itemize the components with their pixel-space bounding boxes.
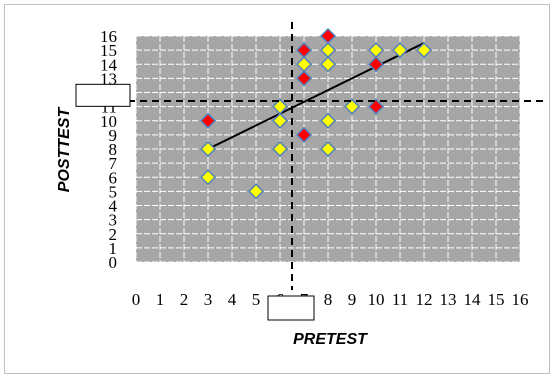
red-diamond-point (295, 42, 313, 59)
reference-lines (128, 22, 548, 290)
x-tick-label: 5 (252, 290, 261, 309)
trendline (207, 42, 425, 150)
red-diamond-point (199, 112, 217, 129)
x-axis-title: PRETEST (293, 331, 368, 348)
x-tick-label: 13 (440, 290, 457, 309)
y-tick-label: 6 (109, 168, 118, 187)
y-tick-label: 13 (100, 69, 117, 88)
y-tick-label: 0 (109, 253, 118, 272)
x-tick-label: 4 (228, 290, 237, 309)
yellow-diamond-point (271, 140, 289, 158)
y-tick-label: 5 (109, 182, 118, 201)
y-mean-label-box (75, 83, 131, 107)
yellow-diamond-point (199, 140, 217, 158)
red-diamond-point (295, 70, 313, 87)
y-tick-label: 3 (109, 211, 118, 230)
x-mean-label-box (267, 295, 315, 321)
yellow-diamond-point (271, 112, 289, 129)
x-tick-label: 14 (464, 290, 482, 309)
y-tick-label: 9 (109, 126, 118, 145)
x-tick-label: 2 (180, 290, 189, 309)
x-tick-label: 12 (416, 290, 433, 309)
x-tick-label: 3 (204, 290, 213, 309)
yellow-diamond-point (415, 42, 433, 59)
x-tick-labels: 012345678910111213141516 (132, 290, 529, 309)
x-tick-label: 16 (512, 290, 529, 309)
x-tick-label: 8 (324, 290, 333, 309)
yellow-diamond-point (391, 42, 409, 59)
yellow-diamond-point (247, 183, 265, 200)
data-points (199, 27, 433, 200)
x-tick-label: 10 (368, 290, 385, 309)
red-diamond-point (367, 98, 385, 115)
y-tick-label: 15 (100, 41, 117, 60)
x-tick-label: 1 (156, 290, 165, 309)
y-tick-labels: 012345678910111213141516 (100, 27, 118, 272)
y-tick-label: 7 (109, 154, 118, 173)
yellow-diamond-point (319, 56, 337, 73)
x-tick-label: 9 (348, 290, 357, 309)
yellow-diamond-point (199, 169, 217, 186)
y-axis-title: POSTTEST (56, 107, 73, 193)
y-tick-label: 2 (109, 225, 118, 244)
red-diamond-point (295, 126, 313, 143)
y-tick-label: 14 (100, 55, 118, 74)
trendline-group (207, 42, 425, 150)
x-tick-label: 15 (488, 290, 505, 309)
y-tick-label: 16 (100, 27, 117, 46)
x-tick-label: 0 (132, 290, 141, 309)
y-tick-label: 10 (100, 112, 117, 131)
x-tick-label: 11 (392, 290, 408, 309)
yellow-diamond-point (319, 140, 337, 158)
red-diamond-point (319, 27, 337, 45)
y-tick-label: 1 (109, 239, 118, 258)
yellow-diamond-point (319, 112, 337, 129)
y-tick-label: 8 (109, 140, 118, 159)
label-boxes (75, 83, 315, 321)
yellow-diamond-point (343, 98, 361, 115)
red-diamond-point (367, 56, 385, 73)
y-tick-label: 4 (109, 197, 118, 216)
